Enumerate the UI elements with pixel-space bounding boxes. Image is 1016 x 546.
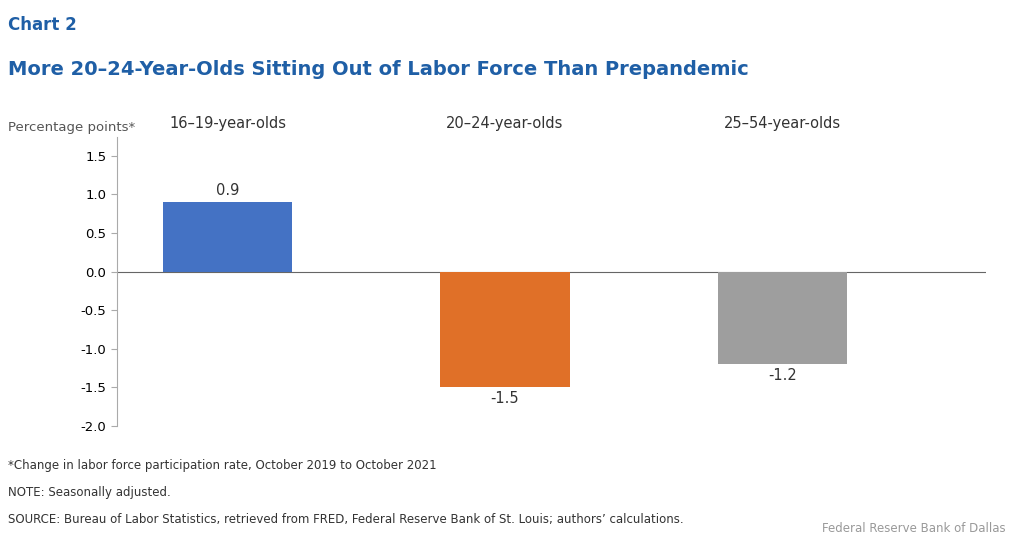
Bar (717, 271, 847, 364)
Text: 20–24-year-olds: 20–24-year-olds (446, 116, 564, 131)
Text: 16–19-year-olds: 16–19-year-olds (170, 116, 287, 131)
Text: *Change in labor force participation rate, October 2019 to October 2021: *Change in labor force participation rat… (8, 459, 437, 472)
Text: 25–54-year-olds: 25–54-year-olds (723, 116, 841, 131)
Text: More 20–24-Year-Olds Sitting Out of Labor Force Than Prepandemic: More 20–24-Year-Olds Sitting Out of Labo… (8, 60, 749, 79)
Text: 0.9: 0.9 (216, 183, 240, 198)
Text: Chart 2: Chart 2 (8, 16, 77, 34)
Text: -1.5: -1.5 (491, 391, 519, 406)
Text: NOTE: Seasonally adjusted.: NOTE: Seasonally adjusted. (8, 486, 171, 499)
Bar (163, 202, 293, 271)
Text: -1.2: -1.2 (768, 368, 797, 383)
Text: Percentage points*: Percentage points* (8, 121, 135, 134)
Text: SOURCE: Bureau of Labor Statistics, retrieved from FRED, Federal Reserve Bank of: SOURCE: Bureau of Labor Statistics, retr… (8, 513, 684, 526)
Text: Federal Reserve Bank of Dallas: Federal Reserve Bank of Dallas (822, 522, 1006, 535)
Bar (440, 271, 570, 387)
